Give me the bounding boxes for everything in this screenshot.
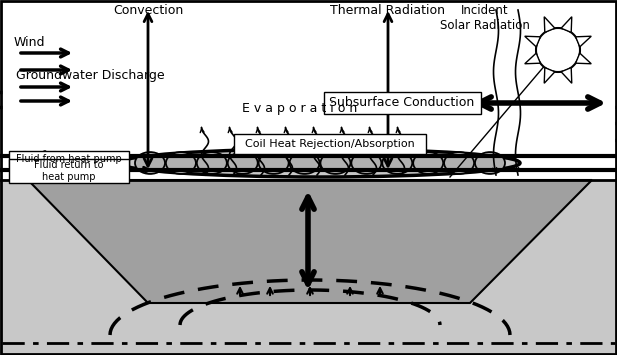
Polygon shape: [544, 67, 555, 83]
Text: Coil Heat Rejection/Absorption: Coil Heat Rejection/Absorption: [245, 139, 415, 149]
Ellipse shape: [351, 152, 381, 174]
Circle shape: [536, 28, 580, 72]
FancyBboxPatch shape: [9, 159, 129, 183]
Ellipse shape: [166, 152, 196, 174]
FancyBboxPatch shape: [324, 92, 481, 114]
Ellipse shape: [444, 152, 474, 174]
Text: Fluid from heat pump: Fluid from heat pump: [16, 154, 122, 164]
Text: Subsurface Conduction: Subsurface Conduction: [329, 97, 474, 109]
Ellipse shape: [120, 149, 520, 177]
Ellipse shape: [320, 152, 350, 174]
Polygon shape: [576, 36, 591, 47]
Ellipse shape: [383, 152, 412, 174]
Polygon shape: [544, 17, 555, 32]
Text: Fluid return to
heat pump: Fluid return to heat pump: [35, 160, 104, 182]
Ellipse shape: [413, 152, 443, 174]
Polygon shape: [524, 53, 540, 64]
Text: E v a p o r a t i o n: E v a p o r a t i o n: [242, 102, 358, 115]
Polygon shape: [561, 67, 572, 83]
FancyBboxPatch shape: [9, 151, 129, 167]
Text: Wind: Wind: [14, 36, 46, 49]
Ellipse shape: [228, 152, 258, 174]
Polygon shape: [576, 53, 591, 64]
Text: Groundwater Discharge: Groundwater Discharge: [15, 69, 164, 82]
Bar: [0, 0, 617, 180]
Text: Convection: Convection: [113, 4, 183, 17]
Ellipse shape: [197, 152, 227, 174]
Polygon shape: [561, 17, 572, 32]
Polygon shape: [524, 36, 540, 47]
Ellipse shape: [289, 152, 320, 174]
Ellipse shape: [475, 152, 505, 174]
FancyBboxPatch shape: [234, 134, 426, 154]
Ellipse shape: [259, 152, 289, 174]
Text: Thermal Radiation: Thermal Radiation: [331, 4, 445, 17]
Ellipse shape: [135, 152, 165, 174]
Bar: [0, 180, 617, 355]
Polygon shape: [28, 180, 592, 303]
Text: Incident
Solar Radiation: Incident Solar Radiation: [440, 4, 530, 32]
